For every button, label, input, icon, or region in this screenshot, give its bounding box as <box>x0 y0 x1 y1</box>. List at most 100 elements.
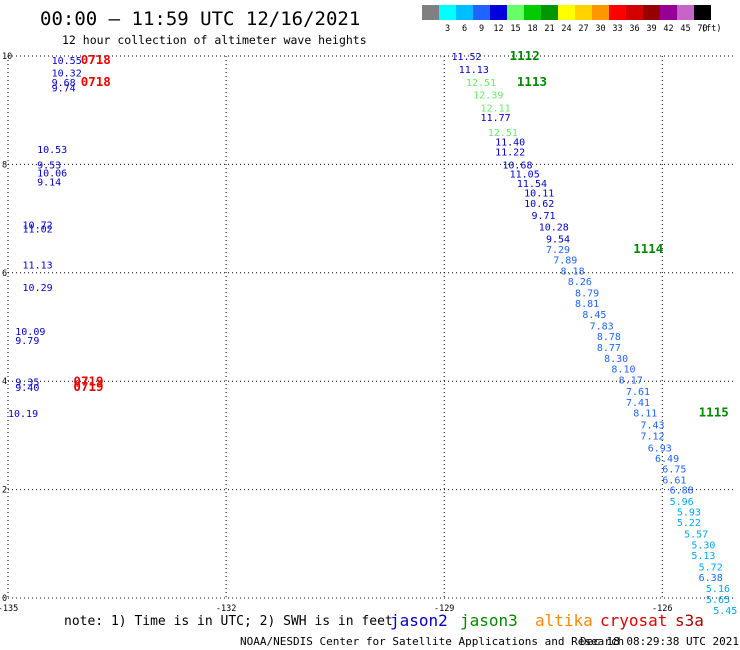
wave-height-point: 9.14 <box>37 178 61 189</box>
legend-label: 15 <box>510 24 520 34</box>
wave-height-point: 9.68 <box>52 78 76 89</box>
legend-label: 70 <box>697 24 707 34</box>
legend-swatch <box>643 5 660 20</box>
legend-label: 30 <box>595 24 605 34</box>
wave-height-point: 10.68 <box>502 160 532 171</box>
y-axis-ticks: 0 2 4 6 8 10 <box>2 52 12 604</box>
legend-label: 36 <box>629 24 639 34</box>
legend-label: 39 <box>646 24 656 34</box>
pass-time-label: 0718 <box>81 74 111 89</box>
pass-time-label: 0719 <box>73 379 103 394</box>
pass-time-label: 1112 <box>510 48 540 63</box>
legend-swatch <box>473 5 490 20</box>
legend-label: 33 <box>612 24 622 34</box>
wave-height-point: 6.49 <box>655 454 679 465</box>
wave-height-point: 11.52 <box>451 52 481 63</box>
wave-height-point: 10.53 <box>37 145 67 156</box>
pass-time-label: 0718 <box>81 52 111 67</box>
wave-height-point: 11.02 <box>23 224 53 235</box>
legend-swatch <box>592 5 609 20</box>
y-tick-label: 6 <box>2 269 7 279</box>
wave-height-point: 7.41 <box>626 398 650 409</box>
legend-swatch <box>694 5 711 20</box>
legend-label: 45 <box>680 24 690 34</box>
wave-height-point: 6.75 <box>662 464 686 475</box>
legend-swatch <box>660 5 677 20</box>
chart-subtitle: 12 hour collection of altimeter wave hei… <box>62 33 367 47</box>
wave-height-point: 8.81 <box>575 299 599 310</box>
wave-height-point: 8.45 <box>582 310 606 321</box>
legend-label: 3 <box>445 24 450 34</box>
wave-height-point: 10.55 <box>52 56 82 67</box>
x-axis-ticks: -135-132-129-126-123-120 <box>0 604 673 614</box>
wave-height-point: 12.51 <box>488 128 518 139</box>
wave-height-point: 8.30 <box>604 354 628 365</box>
wave-height-point: 8.18 <box>561 267 585 278</box>
wave-height-point: 6.38 <box>699 573 723 584</box>
wave-height-point: 5.45 <box>713 606 737 617</box>
wave-height-point: 8.10 <box>611 365 635 376</box>
wave-height-point: 8.78 <box>597 332 621 343</box>
legend-label: 24 <box>561 24 571 34</box>
wave-height-point: 9.40 <box>15 383 39 394</box>
legend-label: 21 <box>544 24 554 34</box>
wave-height-point: 7.61 <box>626 387 650 398</box>
wave-height-point: 7.83 <box>590 321 614 332</box>
legend-label: 42 <box>663 24 673 34</box>
wave-height-point: 11.40 <box>495 138 525 149</box>
legend-swatch <box>524 5 541 20</box>
wave-height-point: 6.61 <box>662 475 686 486</box>
wave-height-point: 9.54 <box>546 235 570 246</box>
credit-line: NOAA/NESDIS Center for Satellite Applica… <box>240 635 624 648</box>
legend-swatch <box>456 5 473 20</box>
wave-height-point: 12.51 <box>466 78 496 89</box>
wave-height-point: 11.05 <box>510 170 540 181</box>
x-tick-label: -132 <box>216 604 236 614</box>
wave-height-point: 5.16 <box>706 584 730 595</box>
wave-height-point: 5.93 <box>677 507 701 518</box>
legend-swatch <box>422 5 439 20</box>
wave-height-point: 9.53 <box>37 160 61 171</box>
pass-annotations: 071807180719071911121113111411151116 <box>73 48 729 420</box>
wave-height-point: 9.74 <box>52 83 76 94</box>
wave-height-point: 11.22 <box>495 147 525 158</box>
color-legend: 3 6 9 12 15 18 21 24 27 30 33 36 39 42 45 70(ft) <box>422 5 721 34</box>
mission-s3a: s3a <box>675 611 704 630</box>
wave-height-point: 8.77 <box>597 343 621 354</box>
chart-title: 00:00 – 11:59 UTC 12/16/2021 <box>40 8 360 30</box>
legend-unit: (ft) <box>701 24 721 34</box>
wave-height-point: 5.57 <box>684 530 708 541</box>
wave-height-point: 6.93 <box>648 443 672 454</box>
mission-cryosat: cryosat <box>600 611 667 630</box>
wave-height-point: 10.28 <box>539 223 569 234</box>
legend-swatch <box>490 5 507 20</box>
wave-height-point: 8.26 <box>568 277 592 288</box>
wave-height-point: 11.13 <box>23 261 53 272</box>
timestamp: Dec 18 08:29:38 UTC 2021 <box>580 635 739 648</box>
wave-height-point: 7.43 <box>640 421 664 432</box>
pass-time-label: 1114 <box>633 241 663 256</box>
legend-swatch <box>677 5 694 20</box>
wave-height-point: 10.32 <box>52 68 82 79</box>
legend-label: 12 <box>493 24 503 34</box>
wave-height-point: 10.62 <box>524 199 554 210</box>
wave-height-point: 12.39 <box>473 90 503 101</box>
wave-height-point: 5.65 <box>706 595 730 606</box>
wave-height-point: 5.72 <box>699 563 723 574</box>
pass-time-label: 1115 <box>699 405 729 420</box>
wave-height-point: 5.96 <box>670 497 694 508</box>
wave-height-point: 10.06 <box>37 169 67 180</box>
wave-height-point: 5.13 <box>691 551 715 562</box>
wave-height-point: 11.77 <box>481 113 511 124</box>
mission-jason2: jason2 <box>390 611 448 630</box>
grid-lines <box>7 55 735 599</box>
wave-height-point: 9.35 <box>15 378 39 389</box>
legend-swatch <box>541 5 558 20</box>
legend-swatch <box>558 5 575 20</box>
wave-height-point: 10.11 <box>524 189 554 200</box>
wave-height-point: 10.19 <box>8 409 38 420</box>
wave-height-point: 10.09 <box>15 327 45 338</box>
wave-height-point: 11.54 <box>517 179 547 190</box>
